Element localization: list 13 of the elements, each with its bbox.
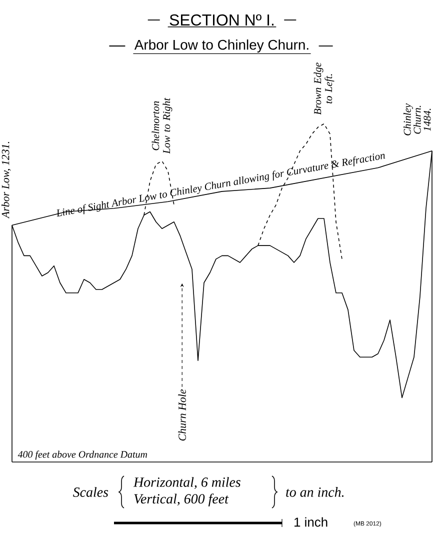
- text: Chelmorton Low to Right: [152, 98, 172, 154]
- text: 1 inch: [294, 517, 328, 527]
- annotation: Churn Hole: [178, 389, 186, 441]
- text: Brown Edge to Left.: [314, 62, 334, 115]
- text: to an inch.: [286, 487, 344, 497]
- chart-title: SECTION Nº I.: [170, 14, 274, 26]
- text: Scales: [73, 487, 108, 497]
- text: Arbor Low, 1231.: [2, 142, 11, 219]
- chart-subtitle: Arbor Low to Chinley Churn.: [134, 39, 308, 52]
- annotation: 400 feet above Ordnance Datum: [18, 450, 148, 460]
- text: Vertical, 600 feet: [134, 494, 229, 506]
- text: Horizontal, 6 miles: [133, 477, 240, 489]
- annotation: Chinley Churn. 1484.: [403, 103, 431, 136]
